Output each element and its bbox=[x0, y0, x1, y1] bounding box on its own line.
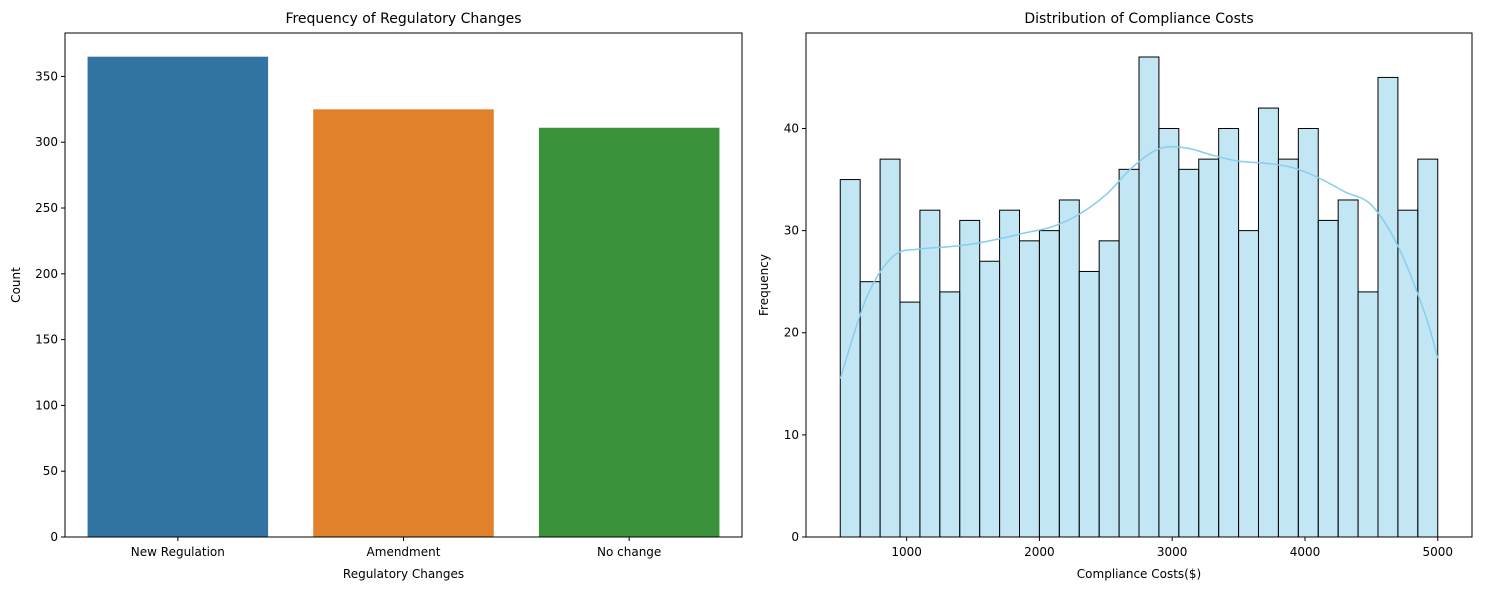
histogram-bar bbox=[1098, 240, 1120, 538]
histogram-bars bbox=[839, 56, 1439, 538]
histogram-bar bbox=[1277, 158, 1299, 538]
histogram-bar bbox=[1198, 158, 1220, 538]
x-tick-label: 5000 bbox=[1422, 545, 1453, 559]
histogram-bar bbox=[1058, 199, 1080, 538]
y-tick-label: 150 bbox=[35, 333, 58, 347]
bar bbox=[87, 56, 269, 538]
y-tick-label: 10 bbox=[784, 428, 799, 442]
histogram-bar bbox=[1038, 230, 1060, 538]
y-tick-label: 40 bbox=[784, 121, 799, 135]
x-tick-label: 4000 bbox=[1290, 545, 1321, 559]
histogram-bar bbox=[919, 209, 941, 538]
histogram-bar bbox=[939, 291, 961, 538]
histogram-compliance-costs: 1000 2000 3000 4000 5000 0 10 20 30 40 Distribut… bbox=[757, 11, 1473, 581]
histogram-bar bbox=[959, 219, 981, 538]
y-axis-ticks: 0 50 100 150 200 250 300 350 bbox=[35, 69, 65, 544]
bar-series bbox=[87, 56, 720, 538]
plot-frame bbox=[805, 32, 1473, 538]
x-tick-label: Amendment bbox=[367, 545, 441, 559]
x-axis-ticks: 1000 2000 3000 4000 5000 bbox=[891, 537, 1453, 559]
y-tick-label: 100 bbox=[35, 398, 58, 412]
histogram-bar bbox=[979, 260, 1001, 538]
histogram-bar bbox=[879, 158, 901, 538]
y-axis-label: Count bbox=[9, 267, 23, 303]
histogram-bar bbox=[1218, 127, 1240, 538]
y-tick-label: 0 bbox=[791, 530, 799, 544]
histogram-bar bbox=[1357, 291, 1379, 538]
x-axis-label: Regulatory Changes bbox=[343, 567, 464, 581]
y-axis-label: Frequency bbox=[757, 254, 771, 316]
y-tick-label: 200 bbox=[35, 267, 58, 281]
histogram-bar bbox=[1019, 240, 1040, 538]
y-tick-label: 350 bbox=[35, 69, 58, 83]
histogram-bar bbox=[1257, 107, 1279, 538]
bar-chart-regulatory-changes: New Regulation Amendment No change 0 50 100 1… bbox=[9, 11, 743, 581]
histogram-bar bbox=[1078, 270, 1100, 538]
histogram-bar bbox=[1138, 56, 1160, 538]
kde-curve bbox=[839, 146, 1439, 379]
chart-title: Frequency of Regulatory Changes bbox=[285, 11, 521, 27]
histogram-bar bbox=[1397, 209, 1419, 538]
y-tick-label: 30 bbox=[784, 224, 799, 238]
bar bbox=[538, 127, 720, 537]
histogram-bar bbox=[1337, 199, 1359, 538]
x-tick-label: 1000 bbox=[891, 545, 922, 559]
y-tick-label: 250 bbox=[35, 201, 58, 215]
histogram-bar bbox=[1377, 76, 1399, 538]
histogram-bar bbox=[999, 209, 1021, 538]
histogram-bar bbox=[1118, 168, 1140, 538]
histogram-bar bbox=[1238, 230, 1259, 538]
histogram-bar bbox=[899, 301, 921, 538]
x-axis-label: Compliance Costs($) bbox=[1077, 567, 1201, 581]
y-tick-label: 20 bbox=[784, 326, 799, 340]
histogram-bar bbox=[859, 281, 881, 538]
x-axis-ticks: New Regulation Amendment No change bbox=[131, 537, 661, 559]
y-tick-label: 0 bbox=[50, 530, 58, 544]
x-tick-label: 2000 bbox=[1024, 545, 1055, 559]
x-tick-label: 3000 bbox=[1157, 545, 1188, 559]
histogram-bar bbox=[1178, 168, 1200, 538]
x-tick-label: No change bbox=[597, 545, 661, 559]
chart-title: Distribution of Compliance Costs bbox=[1024, 11, 1253, 27]
y-tick-label: 50 bbox=[43, 464, 58, 478]
bar bbox=[313, 109, 494, 537]
x-tick-label: New Regulation bbox=[131, 545, 225, 559]
y-tick-label: 300 bbox=[35, 135, 58, 149]
histogram-bar bbox=[839, 179, 861, 538]
histogram-bar bbox=[1297, 127, 1319, 538]
histogram-bar bbox=[1158, 127, 1180, 538]
y-axis-ticks: 0 10 20 30 40 bbox=[784, 121, 806, 544]
histogram-bar bbox=[1317, 219, 1339, 538]
